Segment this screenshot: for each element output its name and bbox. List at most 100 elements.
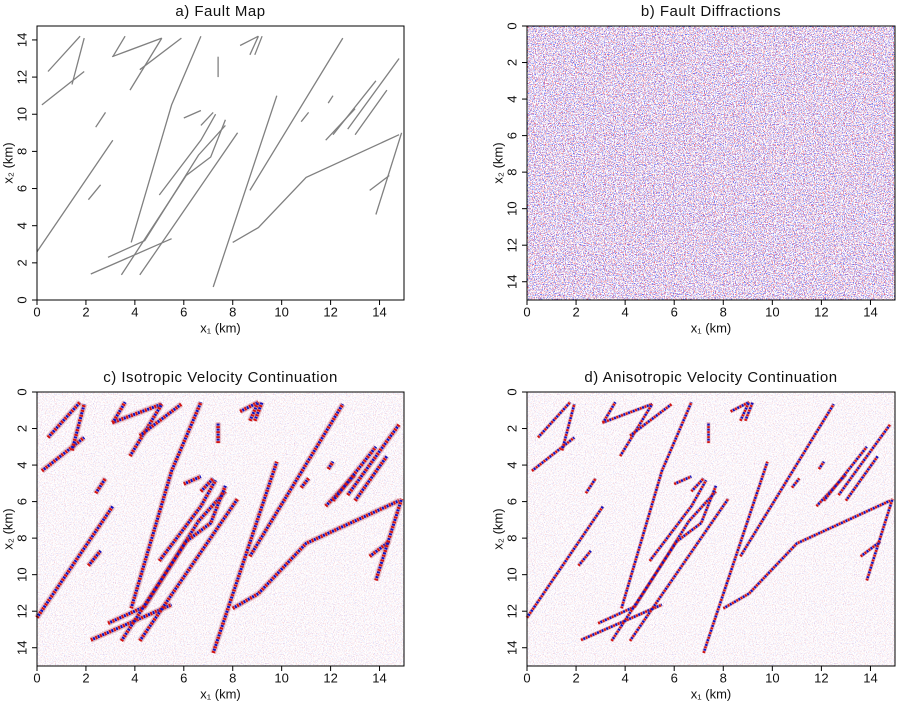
x-tick-label: 2 [82,670,89,685]
x-tick-label: 8 [229,304,236,319]
event-blue [331,445,378,502]
x-tick-label: 8 [720,304,727,319]
y-tick-label: 4 [14,222,29,229]
fault-line [129,37,163,91]
event-blue [211,461,279,654]
x-tick-label: 12 [323,304,337,319]
frame [526,391,896,667]
x-axis-label: x₁ (km) [200,686,241,701]
x-tick-label: 8 [229,670,236,685]
event-blue [859,540,882,558]
x-tick-label: 2 [572,670,579,685]
x-axis-label: x₁ (km) [691,686,732,701]
y-tick-label: 2 [14,425,29,432]
x-tick-label: 0 [523,670,530,685]
fault-line [41,70,85,106]
event-red [791,477,801,489]
event-blue [722,499,891,610]
fault-line [212,95,278,288]
fault-line [139,37,182,71]
event-red [628,498,730,642]
y-axis-label: x₂ (km) [0,508,15,549]
x-tick-label: 14 [372,670,386,685]
panel-title: a) Fault Map [175,3,265,20]
fault-line [375,132,403,215]
event-blue [111,401,127,424]
event-red [722,499,891,610]
y-tick-label: 10 [504,567,519,581]
x-tick-label: 0 [33,304,40,319]
event-blue [199,477,215,493]
event-blue [739,403,835,558]
y-tick-label: 2 [504,425,519,432]
event-red [138,497,240,642]
y-tick-label: 14 [504,274,519,288]
frame [526,25,896,301]
x-tick-label: 10 [765,670,779,685]
fault-line [183,109,202,119]
event-blue [374,498,404,581]
y-tick-label: 6 [14,498,29,505]
fault-line [139,132,239,276]
x-tick-label: 0 [523,304,530,319]
fault-line [249,37,344,191]
fault-line [36,139,114,253]
event-red [331,445,378,502]
event-red [597,490,717,625]
y-tick-label: 8 [504,535,519,542]
event-blue [231,499,400,610]
event-blue [580,603,663,642]
event-blue [822,446,868,502]
panel-title: d) Anisotropic Velocity Continuation [584,369,837,386]
event-blue [817,461,825,470]
event-red [111,401,127,424]
event-blue [602,401,617,424]
fault-line [254,35,263,56]
fault-line [369,174,390,191]
event-halo [525,505,605,619]
fault-line [71,37,85,85]
y-axis-label: x₂ (km) [490,508,505,549]
y-tick-label: 14 [14,33,29,47]
fault-line [87,184,102,201]
y-tick-label: 6 [14,185,29,192]
event-blue [129,401,203,609]
y-tick-label: 2 [14,259,29,266]
fault-line [249,35,259,56]
event-blue [111,402,163,425]
y-tick-label: 0 [14,296,29,303]
fault-line [120,119,227,276]
event-blue [610,485,718,642]
event-blue [94,477,107,495]
fault-line [232,134,400,243]
fault-line [239,35,259,47]
x-axis-label: x₁ (km) [691,320,732,335]
x-tick-label: 14 [863,304,877,319]
y-tick-label: 0 [504,388,519,395]
event-blue [844,455,879,502]
event-blue [629,403,673,437]
event-red [87,549,102,567]
x-tick-label: 12 [323,670,337,685]
fault-line [200,111,214,126]
x-tick-label: 4 [131,304,138,319]
event-red [602,401,617,424]
event-blue [346,423,401,496]
event-blue [628,498,730,642]
event-blue [837,423,892,496]
x-tick-label: 6 [671,670,678,685]
x-tick-label: 10 [765,304,779,319]
event-red [629,403,673,437]
event-blue [138,497,239,642]
y-axis-label: x₂ (km) [490,142,505,183]
event-red [865,498,894,581]
x-tick-label: 10 [274,670,288,685]
y-tick-label: 4 [14,461,29,468]
x-tick-label: 2 [572,304,579,319]
event-halo [34,504,116,620]
event-red [730,401,750,413]
y-tick-label: 0 [14,388,29,395]
y-tick-label: 12 [14,70,29,84]
y-tick-label: 10 [14,107,29,121]
